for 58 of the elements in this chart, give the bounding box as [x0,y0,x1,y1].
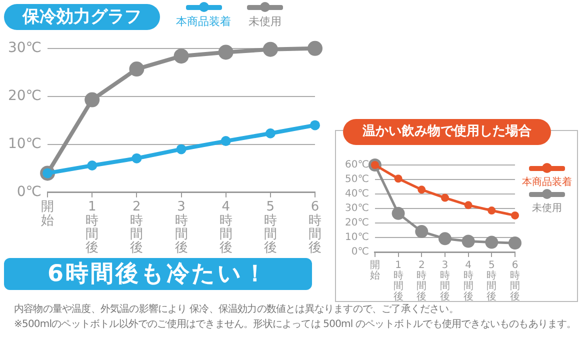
y-tick-label: 10℃ [344,232,369,244]
y-tick-label: 10℃ [8,136,42,152]
point [508,236,522,250]
legend-label: 未使用 [532,202,562,215]
chart-title: 保冷効力グラフ [4,4,160,30]
x-tick-label: 6時間後 [510,260,520,302]
point [462,234,475,248]
x-tick-label: 開始 [370,260,380,282]
x-tick-label: 4時間後 [463,260,474,302]
point [485,236,498,249]
point [84,92,100,108]
point [218,44,234,60]
legend-label: 本商品装着 [522,176,572,189]
x-tick-label: 開始 [41,200,54,228]
y-tick-label: 0℃ [16,184,42,200]
point [511,211,519,220]
x-tick-label: 3時間後 [174,200,188,256]
point [308,40,322,56]
y-tick-label: 60℃ [344,160,369,171]
point [415,225,428,238]
y-tick-label: 30℃ [344,203,369,214]
point [87,160,98,171]
x-tick-label: 2時間後 [130,200,144,256]
point [220,136,231,146]
point [310,120,320,130]
point [438,232,452,246]
y-tick-label: 20℃ [8,88,42,104]
x-tick-label: 4時間後 [219,200,232,256]
x-tick-label: 6時間後 [308,200,322,256]
y-tick-label: 20℃ [344,218,369,229]
text: 内容物の量や温度、外気温の影響により 保冷、保温効力の数値とは異なりますので、ご了承ください。 [14,302,460,316]
point [392,206,405,220]
chart-title: 温かい飲み物で使用した場合 [343,119,551,145]
x-tick-label: 2時間後 [416,260,427,302]
legend-label: 未使用 [248,14,282,29]
point [440,194,449,202]
legend-label: 本商品装着 [176,14,231,29]
point [394,174,402,183]
x-tick-label: 1時間後 [86,200,99,256]
text: 6時間後も冷たい！ [4,258,312,290]
point [464,201,472,210]
x-tick-label: 5時間後 [264,200,277,256]
text: ※500mlのペットボトル以外でのご使用はできません。形状によっては 500ml のペットボトルでも使用できないものもあります。 [14,318,578,331]
point [132,153,142,164]
y-tick-label: 50℃ [344,174,369,186]
y-tick-label: 0℃ [351,246,369,258]
point [176,144,186,154]
point [418,186,426,194]
y-tick-label: 40℃ [344,188,369,200]
x-tick-label: 5時間後 [486,260,497,302]
point [265,128,276,138]
point [174,48,189,64]
point [262,42,278,57]
point [488,206,496,215]
x-tick-label: 1時間後 [393,260,404,302]
y-tick-label: 30℃ [8,40,42,56]
point [129,62,144,77]
x-tick-label: 3時間後 [440,260,450,302]
